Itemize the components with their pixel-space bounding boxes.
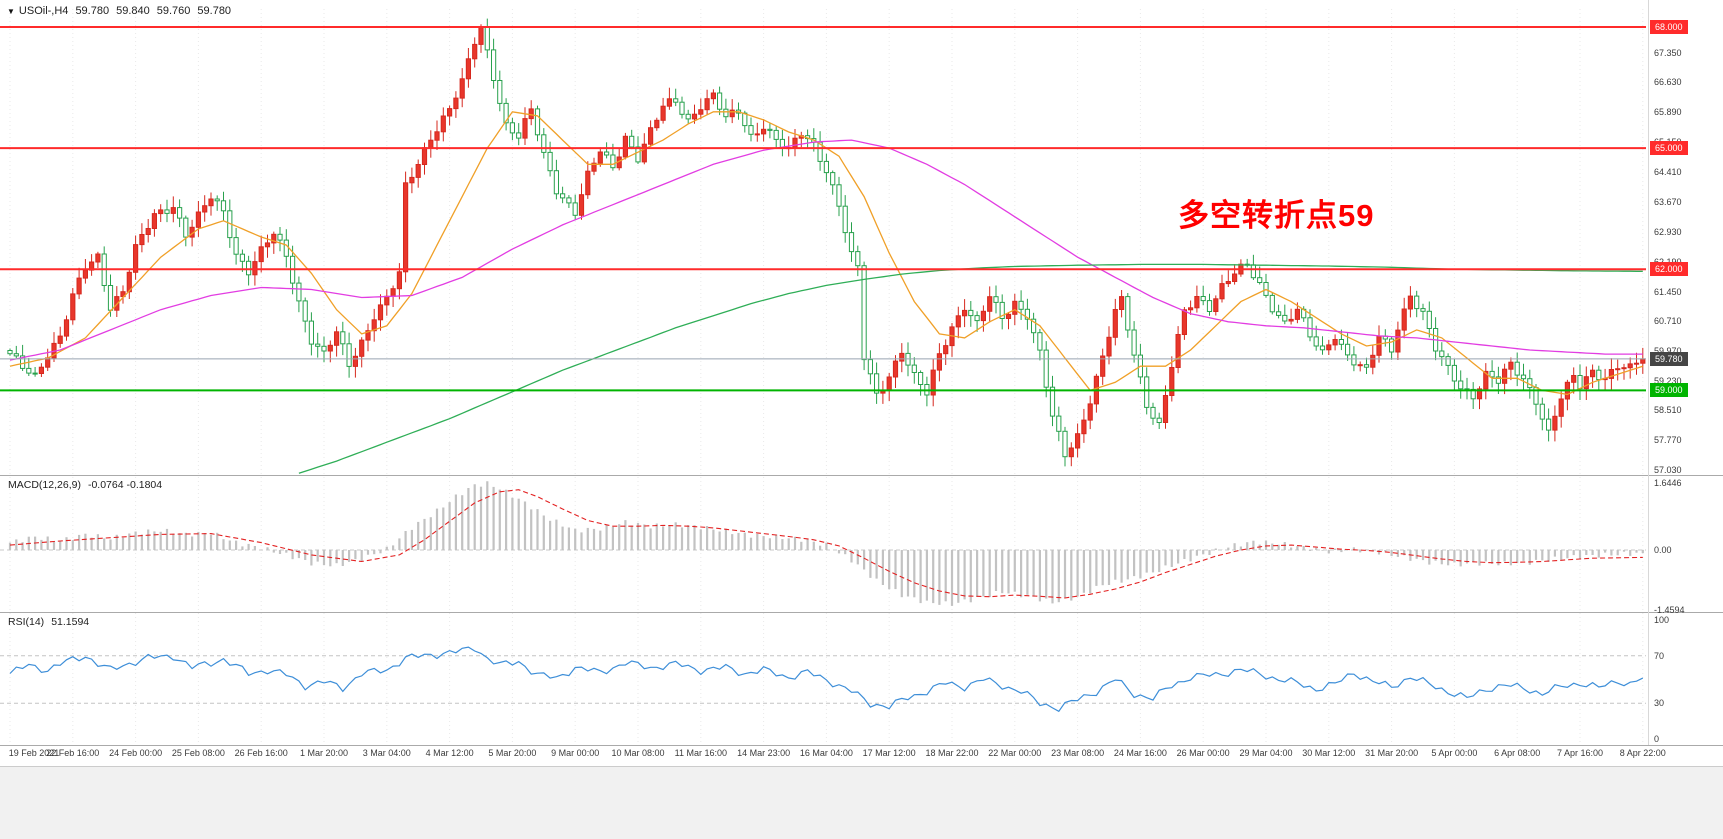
price-tick-label: 64.410: [1654, 167, 1682, 177]
price-tick-label: 63.670: [1654, 196, 1682, 207]
ma-slow-line: [298, 263, 1643, 474]
time-tick-label: 5 Apr 00:00: [1431, 748, 1478, 758]
price-level-label: 59.780: [1650, 351, 1688, 366]
time-tick-label: 9 Mar 00:00: [551, 748, 600, 758]
time-tick-label: 6 Apr 08:00: [1494, 748, 1541, 758]
symbol-period-label: USOil-,H4: [18, 5, 69, 17]
macd-values: -0.0764 -0.1804: [87, 479, 163, 491]
rsi-title: RSI(14): [8, 616, 45, 628]
time-tick-label: 24 Feb 00:00: [109, 748, 163, 758]
price-tick-label: 60.710: [1654, 316, 1682, 327]
time-tick-label: 23 Mar 08:00: [1051, 748, 1105, 758]
price-tick-label: 67.350: [1654, 48, 1682, 59]
macd-tick-label: -1.4594: [1654, 604, 1685, 615]
price-level-label: 62.000: [1650, 262, 1688, 277]
time-tick-label: 7 Apr 16:00: [1556, 748, 1604, 758]
price-tick-label: 57.030: [1654, 465, 1682, 475]
time-tick-label: 8 Apr 22:00: [1619, 748, 1666, 758]
price-tick-label: 59.230: [1654, 376, 1682, 387]
panel-separators: [0, 0, 1723, 746]
time-tick-label: 5 Mar 20:00: [488, 748, 537, 758]
time-tick-label: 29 Mar 04:00: [1239, 748, 1293, 758]
macd-signal-line: [9, 489, 1643, 599]
time-tick-label: 11 Mar 16:00: [674, 748, 727, 758]
annotation-text: 多空转折点59: [1178, 198, 1375, 233]
macd-tick-label: 0.00: [1654, 545, 1672, 555]
rsi-value: 51.1594: [51, 616, 90, 628]
price-tick-label: 59.970: [1654, 346, 1682, 356]
chart-header: ▼ USOil-,H4 59.780 59.840 59.760 59.780: [7, 5, 231, 17]
price-tick-label: 65.890: [1654, 107, 1682, 118]
ohlc-close: 59.780: [197, 5, 232, 17]
ohlc-low: 59.760: [156, 5, 191, 17]
time-tick-label: 30 Mar 12:00: [1302, 748, 1356, 758]
ohlc-open: 59.780: [75, 5, 110, 17]
time-tick-label: 19 Feb 2021: [8, 748, 60, 758]
time-tick-label: 22 Feb 16:00: [46, 748, 100, 758]
time-tick-label: 1 Mar 20:00: [299, 748, 349, 758]
rsi-tick-label: 0: [1654, 734, 1660, 744]
time-tick-label: 24 Mar 16:00: [1113, 748, 1167, 758]
price-level-label: 68.000: [1650, 20, 1688, 34]
time-tick-label: 4 Mar 12:00: [425, 748, 474, 758]
price-tick-label: 58.510: [1654, 405, 1682, 416]
candlesticks: [7, 18, 1646, 467]
rsi-level-lines: [0, 655, 1646, 704]
bottom-strip: [0, 766, 1723, 839]
rsi-header: RSI(14) 51.1594: [8, 616, 89, 628]
price-tick-label: 66.630: [1654, 77, 1682, 88]
macd-title: MACD(12,26,9): [8, 479, 81, 491]
time-tick-label: 26 Mar 00:00: [1176, 748, 1230, 758]
ma-medium-line: [9, 139, 1643, 361]
time-tick-label: 17 Mar 12:00: [862, 748, 916, 758]
time-tick-label: 3 Mar 04:00: [362, 748, 411, 758]
macd-header: MACD(12,26,9) -0.0764 -0.1804: [8, 479, 162, 491]
time-tick-label: 18 Mar 22:00: [925, 748, 979, 758]
price-tick-label: 62.190: [1654, 257, 1682, 267]
time-tick-label: 14 Mar 23:00: [737, 748, 791, 758]
rsi-tick-label: 100: [1654, 615, 1670, 625]
time-tick-label: 31 Mar 20:00: [1365, 748, 1419, 758]
macd-tick-label: 1.6446: [1654, 477, 1682, 488]
grid-lines: [9, 9, 1644, 744]
rsi-line: [9, 646, 1644, 713]
price-level-label: 59.000: [1650, 383, 1688, 398]
time-tick-label: 22 Mar 00:00: [988, 748, 1042, 758]
price-tick-label: 62.930: [1654, 226, 1682, 237]
rsi-tick-label: 30: [1654, 698, 1665, 709]
time-tick-label: 26 Feb 16:00: [234, 748, 288, 758]
time-tick-label: 10 Mar 08:00: [611, 748, 665, 758]
time-tick-label: 25 Feb 08:00: [171, 748, 225, 758]
price-tick-label: 57.770: [1654, 435, 1682, 446]
macd-histogram: [8, 481, 1644, 606]
rsi-tick-label: 70: [1654, 650, 1665, 661]
time-tick-label: 16 Mar 04:00: [799, 748, 853, 758]
ohlc-high: 59.840: [116, 5, 150, 17]
price-level-label: 65.000: [1650, 141, 1688, 156]
price-tick-label: 61.450: [1654, 286, 1682, 297]
symbol-dropdown-icon[interactable]: ▼: [7, 7, 15, 16]
